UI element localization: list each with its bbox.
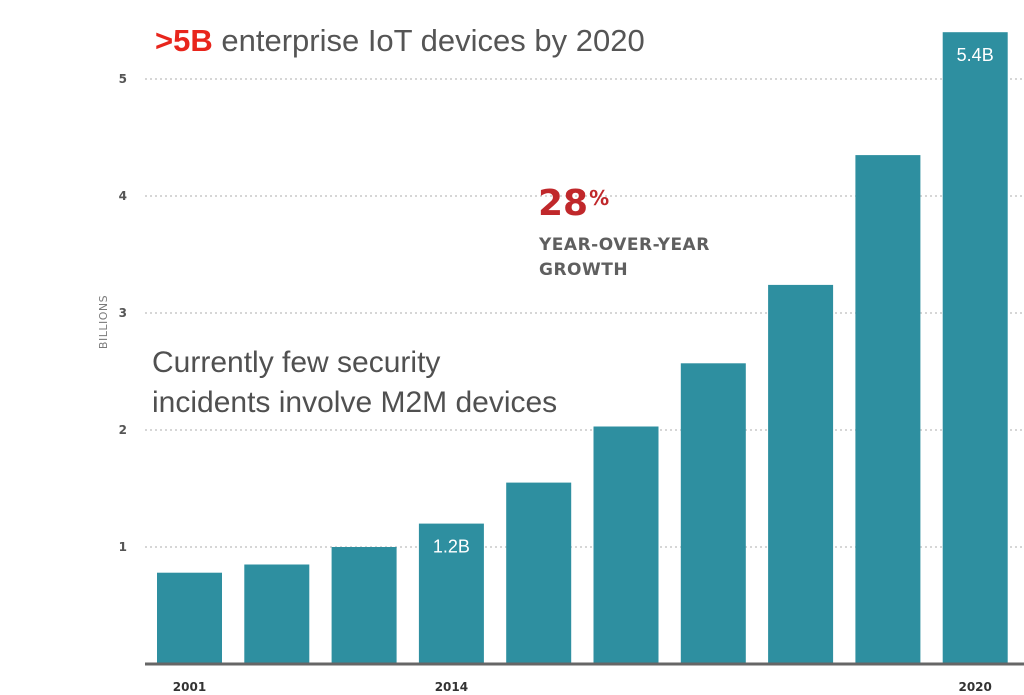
chart-title: >5B enterprise IoT devices by 2020: [155, 22, 645, 59]
bar: [244, 564, 310, 664]
bar: [506, 482, 572, 664]
bar-data-labels: 1.2B 5.4B: [433, 45, 994, 556]
y-tick-label: 5: [119, 72, 127, 86]
growth-label: YEAR-OVER-YEAR GROWTH: [539, 233, 710, 283]
bar-data-label: 1.2B: [433, 537, 470, 557]
growth-label-line-1: YEAR-OVER-YEAR: [539, 235, 710, 255]
bar: [418, 523, 484, 664]
bar: [855, 155, 921, 664]
growth-percent-value: 28: [538, 183, 589, 224]
security-note-line-2: incidents involve M2M devices: [152, 386, 558, 419]
growth-percent-sign: %: [589, 186, 610, 210]
grid-lines: [145, 78, 1024, 548]
y-tick-label: 2: [119, 423, 127, 437]
bar: [942, 32, 1008, 664]
y-tick-label: 4: [119, 189, 127, 203]
growth-percent: 28%: [538, 186, 609, 222]
bar: [680, 363, 746, 664]
y-tick-label: 1: [119, 540, 127, 554]
security-note-line-1: Currently few security: [152, 346, 441, 379]
bar-data-label: 5.4B: [957, 45, 994, 65]
y-tick-labels: 1 2 3 4 5: [119, 72, 127, 554]
x-tick-label: 2020: [958, 680, 991, 694]
y-tick-label: 3: [119, 306, 127, 320]
y-axis-label: BILLIONS: [97, 295, 110, 349]
title-text: enterprise IoT devices by 2020: [221, 23, 645, 58]
security-note: Currently few security incidents involve…: [152, 343, 557, 423]
x-tick-label: 2014: [435, 680, 468, 694]
bar: [593, 426, 659, 664]
bar: [331, 547, 397, 664]
title-highlight: >5B: [155, 23, 213, 58]
bars: [157, 32, 1008, 664]
x-tick-labels: 2001 2014 2020: [173, 680, 992, 694]
bar: [768, 284, 834, 664]
bar: [157, 572, 222, 664]
growth-label-line-2: GROWTH: [539, 260, 629, 280]
x-tick-label: 2001: [173, 680, 206, 694]
